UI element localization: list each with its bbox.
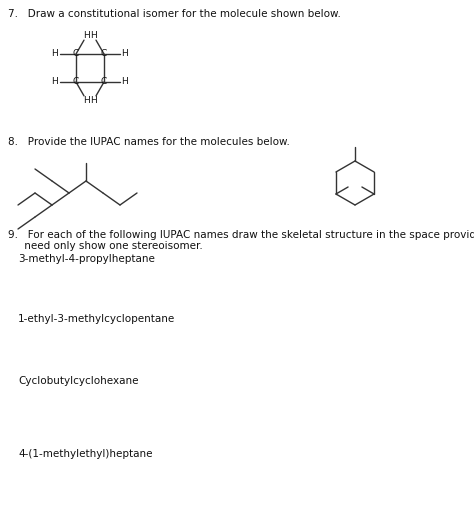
Text: need only show one stereoisomer.: need only show one stereoisomer.	[8, 241, 203, 251]
Text: H: H	[90, 96, 97, 104]
Text: H: H	[122, 50, 128, 58]
Text: 4-(1-methylethyl)heptane: 4-(1-methylethyl)heptane	[18, 449, 153, 459]
Text: H: H	[90, 32, 97, 40]
Text: C: C	[73, 50, 79, 58]
Text: 8.   Provide the IUPAC names for the molecules below.: 8. Provide the IUPAC names for the molec…	[8, 137, 290, 147]
Text: C: C	[73, 78, 79, 86]
Text: H: H	[122, 78, 128, 86]
Text: 3-methyl-4-propylheptane: 3-methyl-4-propylheptane	[18, 254, 155, 264]
Text: 9.   For each of the following IUPAC names draw the skeletal structure in the sp: 9. For each of the following IUPAC names…	[8, 230, 474, 240]
Text: Cyclobutylcyclohexane: Cyclobutylcyclohexane	[18, 376, 138, 386]
Text: C: C	[101, 50, 107, 58]
Text: H: H	[83, 96, 90, 104]
Text: H: H	[52, 78, 58, 86]
Text: C: C	[101, 78, 107, 86]
Text: H: H	[83, 32, 90, 40]
Text: 7.   Draw a constitutional isomer for the molecule shown below.: 7. Draw a constitutional isomer for the …	[8, 9, 341, 19]
Text: H: H	[52, 50, 58, 58]
Text: 1-ethyl-3-methylcyclopentane: 1-ethyl-3-methylcyclopentane	[18, 314, 175, 324]
